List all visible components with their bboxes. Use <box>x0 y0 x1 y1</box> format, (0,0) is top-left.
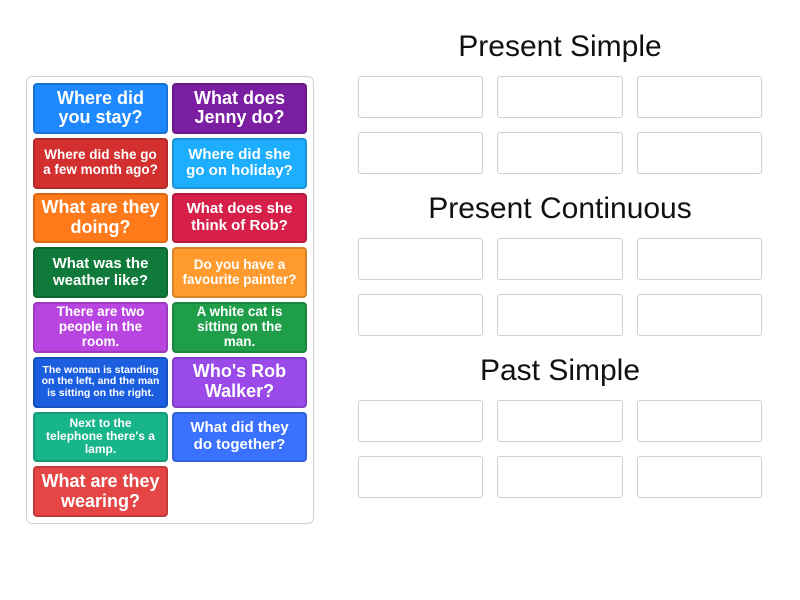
card-text: Do you have a favourite painter? <box>180 258 299 288</box>
drop-areas: Present Simple Present Continuous <box>340 30 780 516</box>
card[interactable]: What are they doing? <box>33 193 168 244</box>
card-bin: Where did you stay? What does Jenny do? … <box>26 76 314 524</box>
card-text: What did they do together? <box>180 420 299 453</box>
drop-slot[interactable] <box>637 238 762 280</box>
card[interactable]: Where did she go a few month ago? <box>33 138 168 189</box>
drop-slot[interactable] <box>637 76 762 118</box>
drop-slot[interactable] <box>637 294 762 336</box>
drop-slot[interactable] <box>637 132 762 174</box>
card-text: What are they doing? <box>41 198 160 238</box>
card[interactable]: Do you have a favourite painter? <box>172 247 307 298</box>
drop-slot[interactable] <box>497 76 622 118</box>
drop-slot[interactable] <box>497 456 622 498</box>
card-text: There are two people in the room. <box>41 305 160 350</box>
card[interactable]: Who's Rob Walker? <box>172 357 307 408</box>
group-title: Present Simple <box>340 30 780 64</box>
drop-slot[interactable] <box>358 132 483 174</box>
drop-slot[interactable] <box>497 238 622 280</box>
card-text: What does Jenny do? <box>180 89 299 129</box>
drop-slot[interactable] <box>497 294 622 336</box>
card[interactable]: What does Jenny do? <box>172 83 307 134</box>
card-text: Where did she go on holiday? <box>180 147 299 180</box>
card-text: Next to the telephone there's a lamp. <box>41 417 160 457</box>
card-text: What was the weather like? <box>41 256 160 289</box>
slot-grid <box>340 238 780 336</box>
drop-slot[interactable] <box>358 238 483 280</box>
card[interactable]: A white cat is sitting on the man. <box>172 302 307 353</box>
slot-grid <box>340 400 780 498</box>
card-text: Where did she go a few month ago? <box>41 148 160 178</box>
card-text: Who's Rob Walker? <box>180 362 299 402</box>
slot-grid <box>340 76 780 174</box>
card[interactable]: What are they wearing? <box>33 466 168 517</box>
card-text: Where did you stay? <box>41 89 160 129</box>
card[interactable]: What was the weather like? <box>33 247 168 298</box>
group-title: Past Simple <box>340 354 780 388</box>
drop-slot[interactable] <box>637 400 762 442</box>
drop-slot[interactable] <box>497 400 622 442</box>
card-text: What does she think of Rob? <box>180 201 299 234</box>
card[interactable]: There are two people in the room. <box>33 302 168 353</box>
drop-slot[interactable] <box>637 456 762 498</box>
card[interactable]: Where did you stay? <box>33 83 168 134</box>
drop-slot[interactable] <box>358 294 483 336</box>
card[interactable]: The woman is standing on the left, and t… <box>33 357 168 408</box>
drop-slot[interactable] <box>358 76 483 118</box>
drop-slot[interactable] <box>358 456 483 498</box>
group-present-simple: Present Simple <box>340 30 780 174</box>
card[interactable]: What did they do together? <box>172 412 307 463</box>
drop-slot[interactable] <box>497 132 622 174</box>
card-text: The woman is standing on the left, and t… <box>41 365 160 400</box>
group-title: Present Continuous <box>340 192 780 226</box>
card[interactable]: Where did she go on holiday? <box>172 138 307 189</box>
card-text: What are they wearing? <box>41 472 160 512</box>
drop-slot[interactable] <box>358 400 483 442</box>
group-present-continuous: Present Continuous <box>340 192 780 336</box>
card[interactable]: Next to the telephone there's a lamp. <box>33 412 168 463</box>
card-text: A white cat is sitting on the man. <box>180 305 299 350</box>
group-past-simple: Past Simple <box>340 354 780 498</box>
card[interactable]: What does she think of Rob? <box>172 193 307 244</box>
